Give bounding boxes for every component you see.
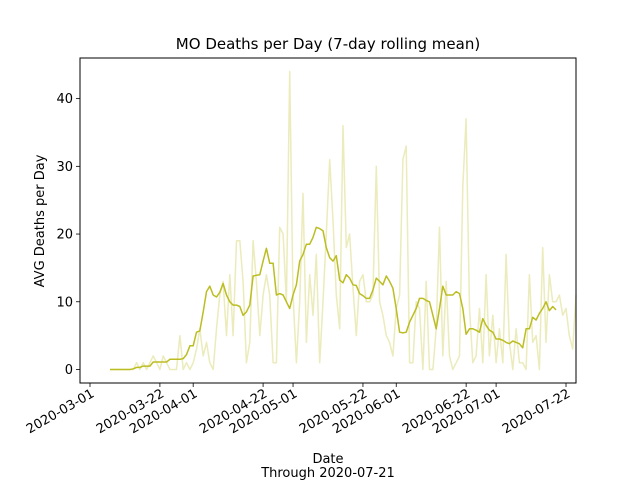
- plot-area: [110, 70, 577, 371]
- x-axis-sublabel: Through 2020-07-21: [260, 466, 395, 480]
- y-tick-label: 30: [56, 160, 73, 175]
- y-tick-label: 0: [65, 363, 73, 378]
- chart-title: MO Deaths per Day (7-day rolling mean): [176, 35, 480, 53]
- plot-frame: [79, 57, 577, 384]
- daily-deaths-line: [110, 70, 577, 371]
- rolling-mean-line: [110, 226, 557, 371]
- y-tick-label: 40: [56, 92, 73, 107]
- x-axis-label: Date: [312, 452, 343, 467]
- y-axis-label: AVG Deaths per Day: [33, 154, 48, 287]
- y-axis: 0 10 20 30 40: [56, 92, 80, 378]
- y-tick-label: 20: [56, 228, 73, 243]
- y-tick-label: 10: [56, 295, 73, 310]
